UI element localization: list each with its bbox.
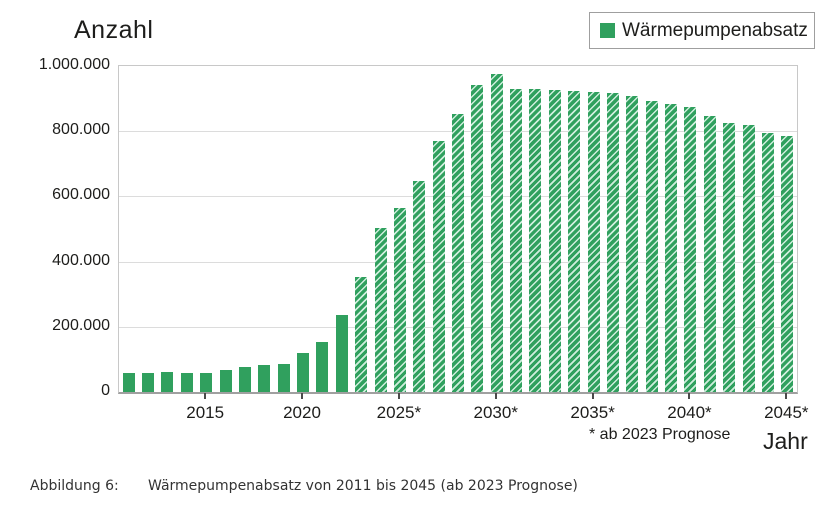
bar-2018 [258,365,271,392]
y-tick-label-400.000: 400.000 [52,251,110,269]
bar-2028 [452,114,464,392]
x-tick-label-2045: 2045* [764,403,809,422]
x-tick-label-2030: 2030* [473,403,518,422]
x-tick-label-2020: 2020 [283,403,321,422]
bar-2016 [219,370,232,392]
bar-2023 [355,277,368,392]
y-tick-label-0: 0 [101,382,110,399]
plot-area [118,65,798,394]
x-tick-mark-2040 [688,393,691,399]
y-tick-label-200.000: 200.000 [52,316,110,334]
x-tick-mark-2020 [301,393,304,399]
bar-2029 [471,85,484,392]
bar-2011 [122,373,135,392]
bar-2038 [645,101,658,392]
bar-2020 [297,353,310,392]
bar-2031 [510,89,523,392]
x-tick-mark-2025 [397,393,400,399]
chart-legend: Wärmepumpenabsatz [589,12,815,49]
x-tick-mark-2030 [494,393,497,399]
x-axis-title: Jahr [763,428,808,454]
bar-2022 [335,315,348,392]
figure-caption-text: Wärmepumpenabsatz von 2011 bis 2045 (ab … [148,478,578,494]
bar-2015 [200,373,213,392]
bar-2045 [781,136,794,392]
bar-2035 [587,92,600,392]
bar-2042 [723,123,736,392]
bar-2033 [548,90,561,392]
x-tick-label-2025: 2025* [376,403,422,422]
bar-2021 [316,342,329,392]
x-tick-label-2040: 2040* [667,403,712,422]
bar-2014 [180,373,193,392]
y-axis-title: Anzahl [74,16,154,44]
forecast-footnote: * ab 2023 Prognose [589,426,731,443]
bar-2025 [393,208,406,392]
x-tick-mark-2045 [785,393,788,399]
bar-2024 [374,228,387,392]
y-tick-label-800.000: 800.000 [52,121,110,139]
bar-2034 [568,91,581,392]
bar-2040 [684,107,697,392]
x-tick-mark-2015 [204,393,207,399]
bar-2036 [606,93,619,392]
bar-2013 [161,372,174,392]
x-tick-label-2035: 2035* [570,403,615,422]
bar-2043 [742,125,755,392]
bar-2027 [432,141,445,392]
bar-2039 [665,104,678,392]
bar-2030 [490,74,503,392]
y-tick-label-600.000: 600.000 [52,186,110,204]
y-tick-label-1.000.000: 1.000.000 [38,56,110,73]
bar-2037 [626,96,639,392]
bar-2041 [703,116,716,392]
legend-color-swatch-icon [600,23,615,38]
bar-2019 [277,364,290,392]
bar-2017 [238,367,251,392]
figure-caption-number: Abbildung 6: [30,478,119,494]
x-tick-mark-2035 [591,393,594,399]
bar-2012 [142,373,155,392]
bar-2026 [413,181,426,392]
x-tick-label-2015: 2015 [186,403,225,422]
bar-2032 [529,89,542,392]
legend-series-label: Wärmepumpenabsatz [622,19,808,41]
bar-2044 [761,133,774,392]
